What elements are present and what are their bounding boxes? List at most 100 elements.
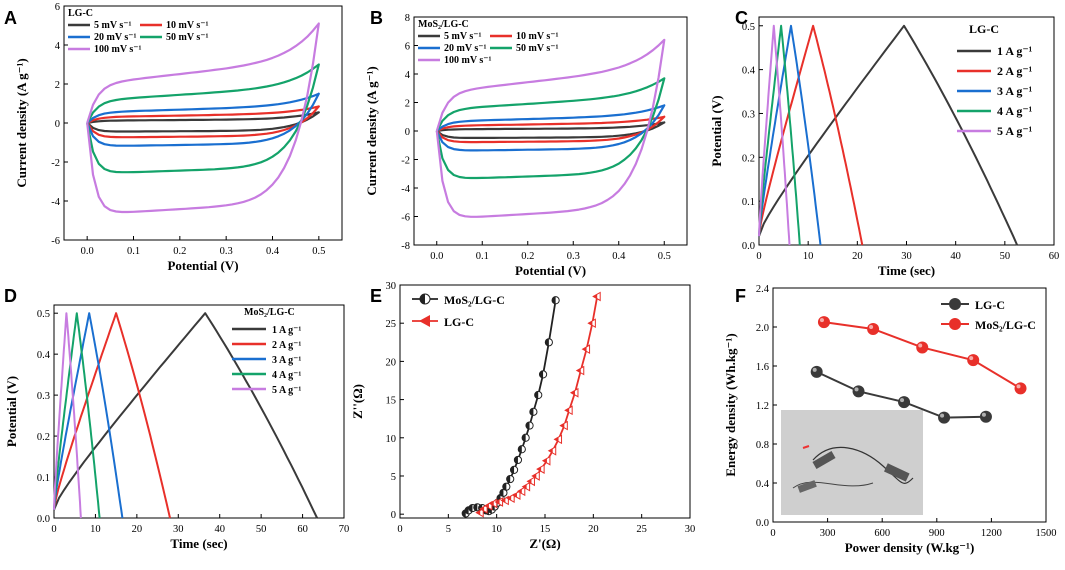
gcd-curve (53, 312, 82, 519)
legend-label: 4 A g⁻¹ (272, 370, 301, 381)
legend-label: 1 A g⁻¹ (272, 325, 301, 336)
x-tick-label: 20 (852, 251, 863, 262)
data-point-fill (501, 498, 506, 503)
x-tick-label: 15 (540, 524, 551, 535)
data-point-fill (522, 434, 526, 442)
x-tick-label: 5 (446, 524, 451, 535)
data-point-fill (542, 458, 547, 464)
data-point-fill (502, 483, 507, 491)
y-tick-label: 0.0 (37, 514, 50, 525)
x-tick-label: 0 (756, 251, 761, 262)
legend-label: 100 mV s⁻¹ (94, 44, 142, 55)
x-tick-label: 0.2 (521, 251, 534, 262)
y-tick-label: 30 (386, 281, 397, 292)
cv-curve (86, 92, 320, 147)
data-point-fill (468, 504, 473, 512)
y-tick-label: 0 (55, 119, 60, 130)
legend-marker (949, 318, 961, 330)
data-point-fill (507, 495, 512, 501)
legend-label: 50 mV s⁻¹ (166, 32, 209, 43)
gcd-curve (758, 24, 791, 246)
y-axis-label: Potential (V) (709, 95, 724, 166)
gcd-curve (758, 24, 1019, 246)
data-point-fill (473, 503, 478, 511)
legend-label: 100 mV s⁻¹ (444, 55, 492, 66)
data-point (898, 396, 911, 409)
x-axis-label: Time (sec) (878, 263, 935, 278)
x-axis-label: Time (sec) (170, 536, 227, 551)
panel-label: C (735, 8, 748, 28)
y-tick-label: 2.0 (756, 323, 769, 334)
x-tick-label: 40 (214, 524, 225, 535)
panel-label: E (370, 286, 382, 306)
data-point (979, 410, 992, 423)
y-tick-label: 0.1 (742, 197, 755, 208)
y-tick-label: 10 (386, 434, 397, 445)
data-point-fill (510, 466, 515, 474)
x-tick-label: 30 (901, 251, 912, 262)
data-point (867, 322, 880, 335)
data-point (916, 341, 929, 354)
y-tick-label: 0.4 (756, 479, 770, 490)
x-tick-label: 10 (491, 524, 502, 535)
x-tick-label: 0 (770, 528, 775, 539)
x-tick-label: 10 (90, 524, 101, 535)
data-point-highlight (900, 398, 905, 403)
y-tick-label: -4 (51, 197, 60, 208)
y-tick-label: 5 (391, 472, 396, 483)
data-point-fill (495, 499, 500, 505)
cv-curve (435, 104, 666, 152)
y-tick-label: 1.6 (756, 362, 769, 373)
y-tick-label: 0 (405, 127, 410, 138)
data-point-highlight (819, 318, 824, 323)
data-point (1014, 382, 1027, 395)
x-tick-label: 20 (588, 524, 599, 535)
data-point-fill (582, 346, 587, 352)
data-point-highlight (918, 343, 923, 348)
y-tick-label: 8 (405, 13, 410, 24)
panel-e: 0 5 10 15 20 25 30 0 5 10 15 20 25 30 Z'(Ω) Z''(Ω) E MoS₂… (350, 281, 695, 551)
legend-label: 10 mV s⁻¹ (516, 31, 559, 42)
gcd-curve (53, 312, 318, 519)
legend-label: MoS₂/LG-C (975, 318, 1036, 332)
x-tick-label: 0 (397, 524, 402, 535)
x-tick-label: 30 (173, 524, 184, 535)
data-point-fill (484, 503, 489, 509)
x-tick-label: 0.4 (612, 251, 626, 262)
y-tick-label: 25 (386, 319, 397, 330)
cv-curve (86, 111, 320, 133)
x-tick-label: 50 (256, 524, 267, 535)
legend-label: 1 A g⁻¹ (997, 44, 1033, 58)
gcd-curve (53, 312, 101, 519)
data-point-fill (554, 437, 559, 442)
data-point (967, 354, 980, 367)
legend-label: 5 mV s⁻¹ (94, 20, 132, 31)
x-tick-label: 10 (803, 251, 814, 262)
data-point-fill (522, 484, 527, 489)
cv-curve (86, 105, 320, 139)
y-tick-label: 2 (55, 80, 60, 91)
gcd-curve (758, 24, 801, 246)
plot-frame (53, 304, 345, 519)
data-point-highlight (940, 413, 945, 418)
inset-clip (797, 480, 817, 493)
inset-clip (884, 463, 910, 482)
cv-curve (435, 115, 666, 144)
ragone-line (823, 321, 1022, 390)
x-tick-label: 20 (132, 524, 143, 535)
legend-marker (949, 298, 961, 310)
y-tick-label: -6 (51, 236, 60, 247)
panel-label: D (4, 286, 17, 306)
panel-c: 0 10 20 30 40 50 60 0.0 0.1 0.2 0.3 0.4 0.5 Time (sec… (709, 8, 1059, 278)
x-tick-label: 0 (51, 524, 56, 535)
data-point-highlight (812, 367, 817, 372)
legend-marker-fill (420, 294, 425, 304)
y-tick-label: 0.2 (742, 153, 755, 164)
inset-red-lead (802, 445, 810, 449)
y-tick-label: 6 (55, 2, 60, 13)
legend-label: 2 A g⁻¹ (997, 64, 1033, 78)
data-point-highlight (869, 324, 874, 329)
legend-marker (419, 315, 430, 327)
y-tick-label: -4 (401, 184, 410, 195)
